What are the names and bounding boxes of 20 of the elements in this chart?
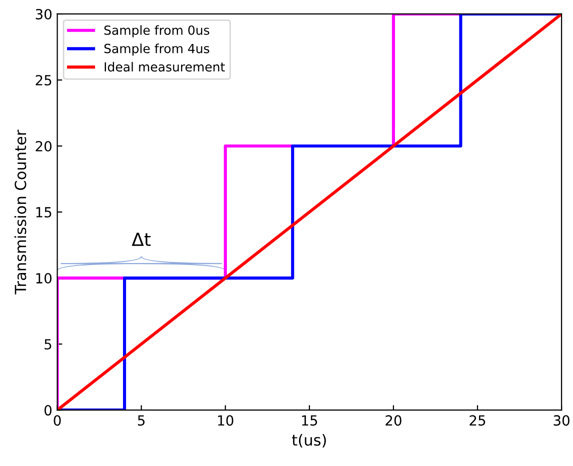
y-tick-label: 5 [44,339,52,350]
x-tick-label: 0 [54,415,61,426]
y-tick-label: 30 [36,8,52,20]
legend-label: Sample from 0us [104,25,210,38]
x-tick-label: 20 [386,415,402,426]
annotation: Δt [132,232,151,246]
x-tick-label: 5 [138,415,145,426]
legend-label: Ideal measurement [104,62,225,72]
y-tick-label: 20 [36,140,52,152]
x-axis-title: t(us) [292,434,326,448]
y-tick-label: 15 [36,207,52,218]
y-tick-label: 25 [36,74,52,86]
x-tick-label: 30 [554,415,570,426]
x-tick-label: 10 [218,415,234,426]
legend-label: Sample from 4us [104,44,210,56]
x-tick-label: 25 [470,415,486,426]
x-tick-label: 15 [302,415,318,426]
y-tick-label: 0 [44,405,52,416]
y-axis-title: Transmission Counter [14,130,26,294]
y-tick-label: 10 [36,273,52,284]
